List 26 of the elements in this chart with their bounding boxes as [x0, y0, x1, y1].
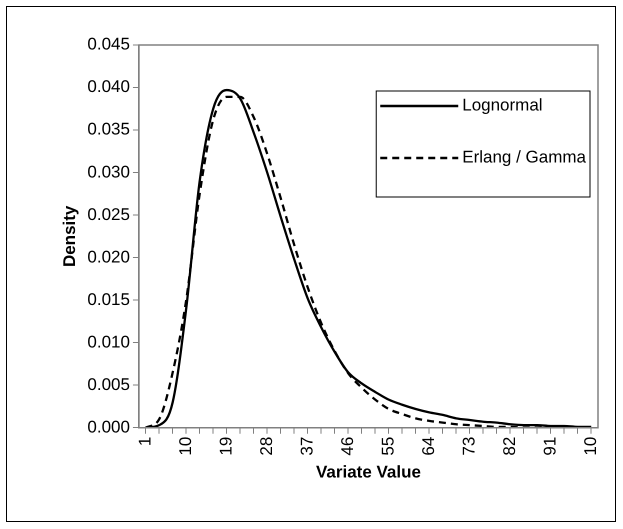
y-tick-label: 0.020	[87, 247, 130, 266]
y-tick-label: 0.040	[87, 77, 130, 96]
y-tick-label: 0.005	[87, 374, 130, 394]
x-axis-title: Variate Value	[316, 462, 421, 482]
x-tick-label: 19	[216, 436, 236, 456]
x-tick-label: 91	[540, 436, 560, 456]
y-tick-label: 0.030	[87, 162, 130, 182]
x-tick-label: 10	[580, 436, 600, 456]
y-tick-label: 0.035	[87, 120, 130, 139]
legend-label: Erlang / Gamma	[462, 148, 587, 167]
x-tick-label: 46	[338, 436, 357, 456]
y-tick-label: 0.045	[87, 34, 130, 54]
y-axis-title: Density	[60, 205, 79, 268]
x-tick-label: 73	[459, 436, 478, 456]
y-tick-label: 0.010	[87, 332, 130, 352]
x-tick-label: 55	[378, 436, 398, 456]
y-tick-label: 0.015	[87, 290, 130, 309]
y-tick-label: 0.025	[87, 204, 130, 224]
x-tick-label: 1	[135, 436, 154, 446]
x-tick-label: 82	[500, 436, 519, 456]
x-tick-label: 37	[297, 436, 316, 456]
y-tick-label: 0.000	[87, 417, 130, 436]
x-tick-label: 64	[418, 436, 438, 456]
legend-label: Lognormal	[462, 96, 543, 115]
x-tick-label: 28	[256, 436, 276, 456]
x-tick-label: 10	[176, 436, 195, 456]
